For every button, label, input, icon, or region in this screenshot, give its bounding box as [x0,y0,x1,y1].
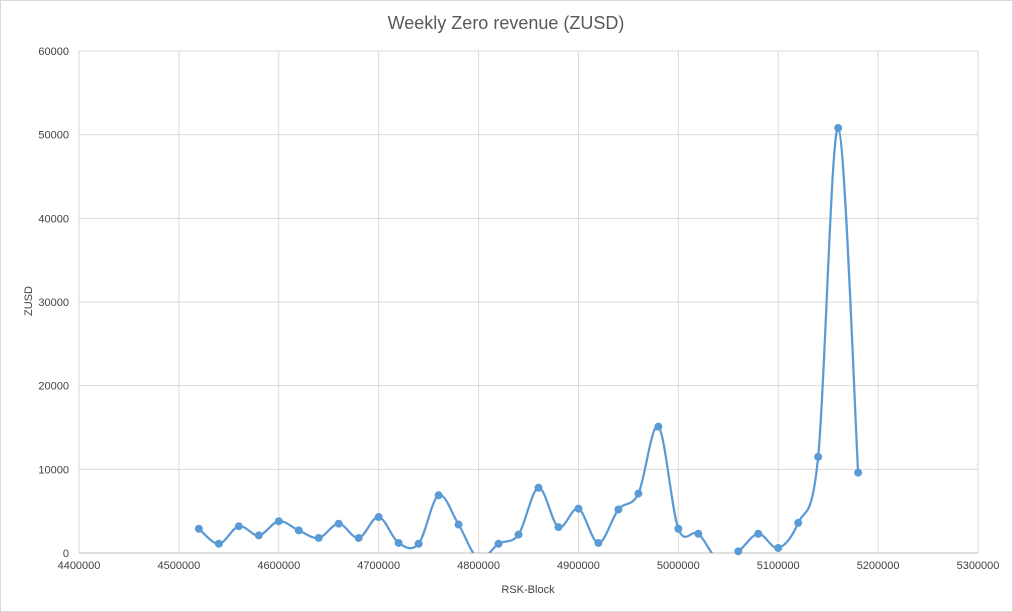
data-point [834,123,843,132]
x-tick-label: 5200000 [857,560,900,572]
data-point [194,524,203,533]
data-point [254,531,263,540]
data-point [754,529,763,538]
y-tick-label: 20000 [38,381,69,393]
grid [78,50,979,554]
data-point [334,519,343,528]
x-tick-label: 4400000 [58,560,101,572]
data-point [394,538,403,547]
series-line [198,126,860,553]
data-point [414,539,423,548]
y-tick-label: 10000 [38,464,69,476]
x-axis-label: RSK-Block [501,584,555,596]
x-tick-label: 4700000 [357,560,400,572]
x-tick-label: 5000000 [657,560,700,572]
data-point [734,547,743,556]
axes: 4400000 4500000 4600000 4700000 4800000 49000… [38,46,999,572]
y-tick-label: 30000 [38,297,69,309]
y-tick-label: 50000 [38,130,69,142]
chart-title: Weekly Zero revenue (ZUSD) [388,13,625,33]
data-point [614,505,623,514]
data-point [694,529,703,538]
data-point [794,518,803,527]
x-tick-label: 5300000 [957,560,1000,572]
data-point [214,539,223,548]
data-point [634,489,643,498]
data-point [654,422,663,431]
x-tick-label: 5100000 [757,560,800,572]
x-tick-label: 4900000 [557,560,600,572]
series-layer [194,123,863,556]
data-point [534,483,543,492]
data-point [234,522,243,531]
data-point [374,513,383,522]
data-point [354,533,363,542]
data-point [294,526,303,535]
y-tick-label: 40000 [38,213,69,225]
data-point [494,539,503,548]
data-point [514,530,523,539]
x-tick-label: 4500000 [157,560,200,572]
data-point [674,524,683,533]
data-point [774,543,783,552]
data-point [594,538,603,547]
x-tick-label: 4800000 [457,560,500,572]
data-point [454,520,463,529]
data-point [574,504,583,513]
data-point [434,491,443,500]
y-tick-label: 0 [63,548,69,560]
data-point [854,468,863,477]
x-tick-label: 4600000 [257,560,300,572]
data-point [814,452,823,461]
data-point [314,533,323,542]
y-tick-label: 60000 [38,46,69,58]
data-point [554,523,563,532]
y-axis-label: ZUSD [23,286,35,316]
data-point [274,517,283,526]
